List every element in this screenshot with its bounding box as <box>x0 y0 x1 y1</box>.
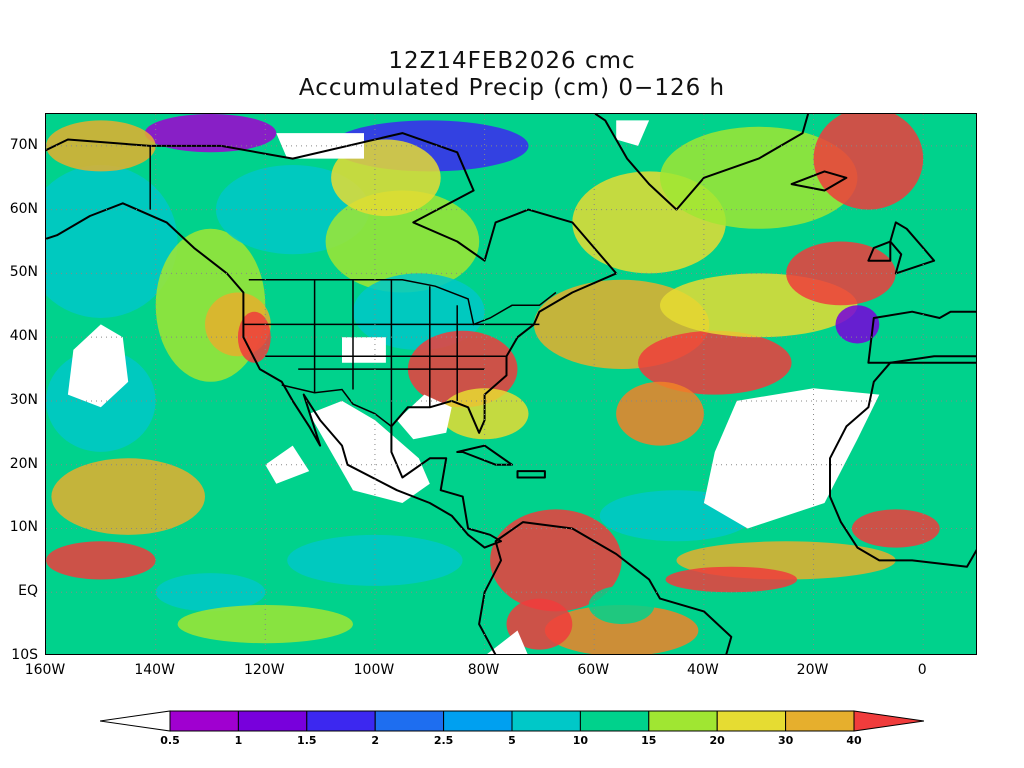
colorbar-level-label: 1 <box>234 734 243 747</box>
map-title: 12Z14FEB2026 cmc <box>388 48 636 74</box>
dry-area <box>276 133 364 159</box>
coastline <box>889 221 936 275</box>
colorbar-level-label: 5 <box>508 734 516 747</box>
longitude-tick-label: 140W <box>134 662 175 678</box>
precip-area <box>46 541 156 580</box>
precip-area <box>813 114 924 210</box>
precip-area <box>835 305 880 344</box>
colorbar-level-label: 10 <box>572 734 589 747</box>
precip-area <box>144 114 277 153</box>
longitude-tick-label: 120W <box>243 662 285 678</box>
colorbar-level-label: 2 <box>371 734 380 747</box>
longitude-tick-label: 0 <box>917 662 927 678</box>
precip-area <box>588 585 655 625</box>
coastline <box>867 240 892 262</box>
coastline <box>790 170 848 192</box>
precip-area <box>851 509 940 548</box>
latitude-tick-label: EQ <box>18 583 38 600</box>
colorbar-level-label: 30 <box>777 734 794 747</box>
map-subtitle: Accumulated Precip (cm) 0−126 h <box>298 75 726 101</box>
longitude-tick-label: 60W <box>577 662 610 678</box>
colorbar-segment <box>237 710 308 732</box>
precip-area <box>46 165 178 318</box>
colorbar-min-arrow <box>100 710 171 732</box>
colorbar-segment <box>648 710 718 732</box>
precip-colorbar <box>100 710 924 732</box>
latitude-tick-label: 10N <box>9 519 38 536</box>
coastline <box>829 355 976 568</box>
precip-area <box>287 534 463 586</box>
latitude-tick-label: 50N <box>9 264 38 281</box>
latitude-tick-label: 10S <box>11 647 38 663</box>
colorbar-segment <box>716 710 787 732</box>
colorbar-segment <box>443 710 513 732</box>
colorbar-segment <box>306 710 376 732</box>
colorbar-segment <box>785 710 855 732</box>
colorbar-segment <box>511 710 581 732</box>
precip-area <box>638 330 792 395</box>
colorbar-segment <box>169 710 239 732</box>
precip-area <box>660 126 858 229</box>
precip-area <box>490 509 622 612</box>
coastline <box>516 470 546 479</box>
coastline <box>867 310 976 364</box>
colorbar-level-label: 20 <box>709 734 725 747</box>
colorbar-level-label: 40 <box>846 734 862 747</box>
precip-area <box>506 598 573 650</box>
precip-area <box>786 241 896 306</box>
latitude-tick-label: 40N <box>9 328 38 345</box>
latitude-tick-label: 20N <box>9 455 38 472</box>
colorbar-level-label: 15 <box>641 734 657 747</box>
coastline <box>46 132 618 549</box>
precip-area <box>325 190 480 293</box>
dry-area <box>342 337 386 363</box>
colorbar-level-label: 1.5 <box>297 734 317 747</box>
colorbar-segment <box>579 710 650 732</box>
political-border <box>281 384 392 427</box>
colorbar-max-arrow <box>853 710 924 732</box>
precip-area <box>544 605 699 654</box>
longitude-tick-label: 40W <box>687 662 719 678</box>
precip-map <box>45 113 977 655</box>
colorbar-level-label: 2.5 <box>433 734 454 747</box>
precip-area <box>51 458 205 535</box>
dry-area <box>487 630 528 654</box>
colorbar-segment <box>374 710 445 732</box>
precip-area <box>331 139 441 217</box>
coastline <box>593 114 810 211</box>
coastline <box>478 521 733 654</box>
precip-area <box>616 381 704 446</box>
dry-area <box>703 388 880 529</box>
precip-area <box>46 120 156 172</box>
latitude-tick-label: 70N <box>9 136 38 153</box>
dry-area <box>67 324 129 408</box>
coastline <box>456 444 513 466</box>
latitude-tick-label: 60N <box>9 200 38 217</box>
dry-area <box>616 120 650 146</box>
dry-area <box>265 445 310 484</box>
latitude-tick-label: 30N <box>9 391 38 408</box>
precip-area <box>665 566 798 593</box>
longitude-tick-label: 100W <box>353 662 395 678</box>
precip-field <box>46 114 976 654</box>
precip-area <box>155 573 266 612</box>
colorbar-level-label: 0.5 <box>160 734 180 747</box>
longitude-tick-label: 80W <box>467 662 500 678</box>
longitude-tick-label: 160W <box>24 662 66 678</box>
longitude-tick-label: 20W <box>796 662 829 678</box>
dry-area <box>309 400 430 503</box>
